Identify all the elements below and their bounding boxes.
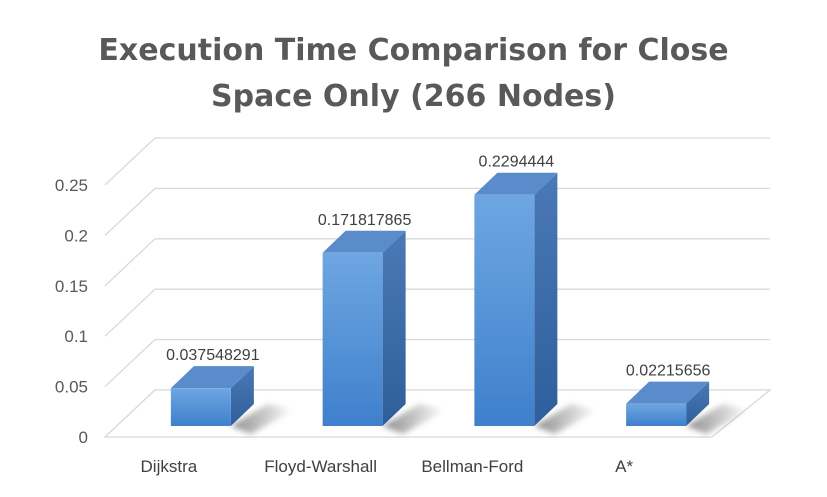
- data-label: 0.2294444: [479, 154, 555, 171]
- y-tick-label: 0.25: [55, 176, 88, 195]
- data-label-layer: 0.037548291 0.171817865 0.2294444 0.0221565…: [166, 154, 710, 380]
- chart-title: Execution Time Comparison for Close Spac…: [0, 28, 827, 120]
- category-label: Bellman-Ford: [421, 457, 523, 476]
- bar-layer: [170, 172, 750, 434]
- y-tick-label: 0: [79, 428, 88, 447]
- bar-shadow: [686, 404, 750, 434]
- bar-front: [474, 194, 535, 426]
- bar-top: [322, 230, 406, 253]
- bar-shadow: [382, 404, 446, 434]
- y-tick-label: 0.05: [55, 378, 88, 397]
- bar-side: [230, 366, 254, 426]
- y-tick-label: 0.1: [64, 327, 88, 346]
- gridline-side: [104, 339, 156, 388]
- bar-0: [170, 366, 294, 434]
- y-tick-label: 0.2: [64, 226, 88, 245]
- chart-title-line-2: Space Only (266 Nodes): [211, 79, 616, 114]
- data-label: 0.02215656: [626, 363, 711, 380]
- bar-shadow: [534, 404, 598, 434]
- bar-top: [474, 172, 558, 195]
- bar-3: [626, 381, 750, 434]
- grid-layer: [104, 137, 770, 438]
- bar-front: [170, 388, 231, 426]
- data-label: 0.037548291: [166, 347, 260, 364]
- bar-top: [626, 381, 710, 404]
- gridline-side: [104, 187, 156, 236]
- bar-side: [382, 230, 406, 426]
- bar-side: [534, 172, 558, 426]
- gridline-side: [104, 137, 156, 186]
- gridline-side: [104, 238, 156, 287]
- bar-side: [686, 381, 710, 426]
- y-axis-ticks: 0 0.05 0.1 0.15 0.2 0.25: [55, 176, 88, 447]
- bar-front: [322, 252, 383, 426]
- bar-2: [474, 172, 598, 434]
- x-axis-categories: Dijkstra Floyd-Warshall Bellman-Ford A*: [141, 457, 634, 476]
- bar-front: [626, 403, 687, 426]
- bar-shadow: [230, 404, 294, 434]
- bar-1: [322, 230, 446, 434]
- gridline-side: [104, 288, 156, 337]
- bar-top: [170, 366, 254, 389]
- category-label: Floyd-Warshall: [264, 457, 377, 476]
- category-label: Dijkstra: [141, 457, 198, 476]
- data-label: 0.171817865: [318, 212, 412, 229]
- y-tick-label: 0.15: [55, 277, 88, 296]
- category-label: A*: [615, 457, 633, 476]
- chart-title-line-1: Execution Time Comparison for Close: [98, 33, 729, 68]
